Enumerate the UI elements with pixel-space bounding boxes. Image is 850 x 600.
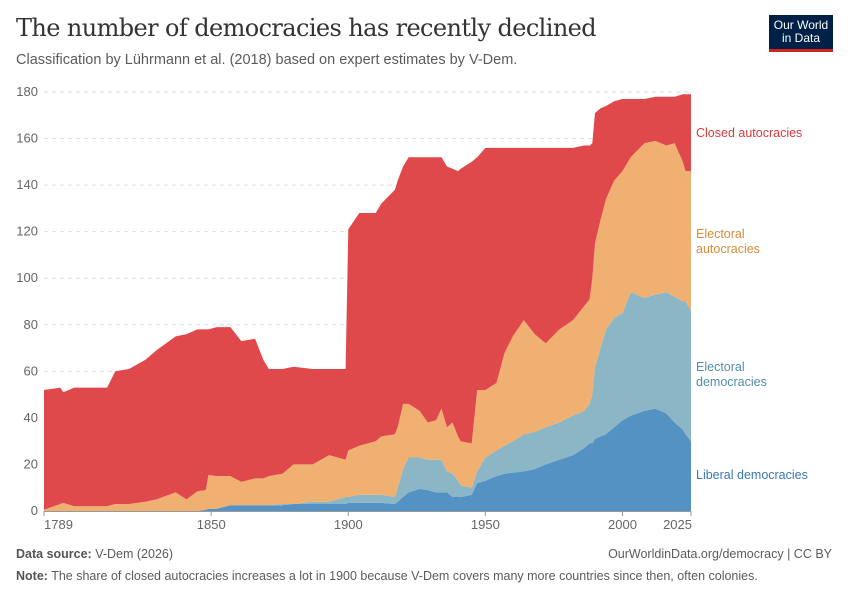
x-tick-label: 1850: [197, 517, 226, 532]
x-tick-label: 1900: [334, 517, 363, 532]
y-tick-label: 100: [16, 270, 38, 285]
y-tick-label: 20: [24, 456, 38, 471]
area-electoral-autocracies: [44, 140, 691, 511]
y-tick-label: 160: [16, 131, 38, 146]
y-tick-label: 60: [24, 363, 38, 378]
label-liberal-democracies: Liberal democracies: [696, 468, 808, 482]
logo-text: Our World in Data: [773, 18, 829, 45]
label-electoral-democracies: Electoral democracies: [696, 360, 767, 389]
note-value: The share of closed autocracies increase…: [51, 569, 758, 583]
x-tick-label: 2025: [663, 517, 692, 532]
area-liberal-democracies: [44, 408, 691, 511]
y-tick-label: 140: [16, 177, 38, 192]
chart-title: The number of democracies has recently d…: [16, 14, 597, 42]
owid-logo[interactable]: Our World in Data: [769, 15, 833, 52]
area-closed-autocracies: [44, 94, 691, 510]
x-tick-label: 1789: [44, 517, 73, 532]
x-tick-label: 2000: [608, 517, 637, 532]
y-tick-label: 40: [24, 410, 38, 425]
data-source: Data source: V-Dem (2026): [16, 547, 173, 561]
area-electoral-democracies: [44, 292, 691, 511]
y-tick-label: 0: [31, 503, 38, 518]
y-tick-label: 80: [24, 317, 38, 332]
source-label: Data source:: [16, 547, 92, 561]
chart-subtitle: Classification by Lührmann et al. (2018)…: [16, 52, 518, 68]
label-electoral-autocracies: Electoral autocracies: [696, 227, 760, 256]
label-closed-autocracies: Closed autocracies: [696, 126, 803, 140]
source-value: V-Dem (2026): [95, 547, 174, 561]
note-label: Note:: [16, 569, 48, 583]
y-tick-label: 120: [16, 224, 38, 239]
x-tick-label: 1950: [471, 517, 500, 532]
source-url[interactable]: OurWorldinData.org/democracy | CC BY: [608, 547, 832, 561]
note: Note: The share of closed autocracies in…: [16, 569, 758, 583]
y-tick-label: 180: [16, 84, 38, 99]
